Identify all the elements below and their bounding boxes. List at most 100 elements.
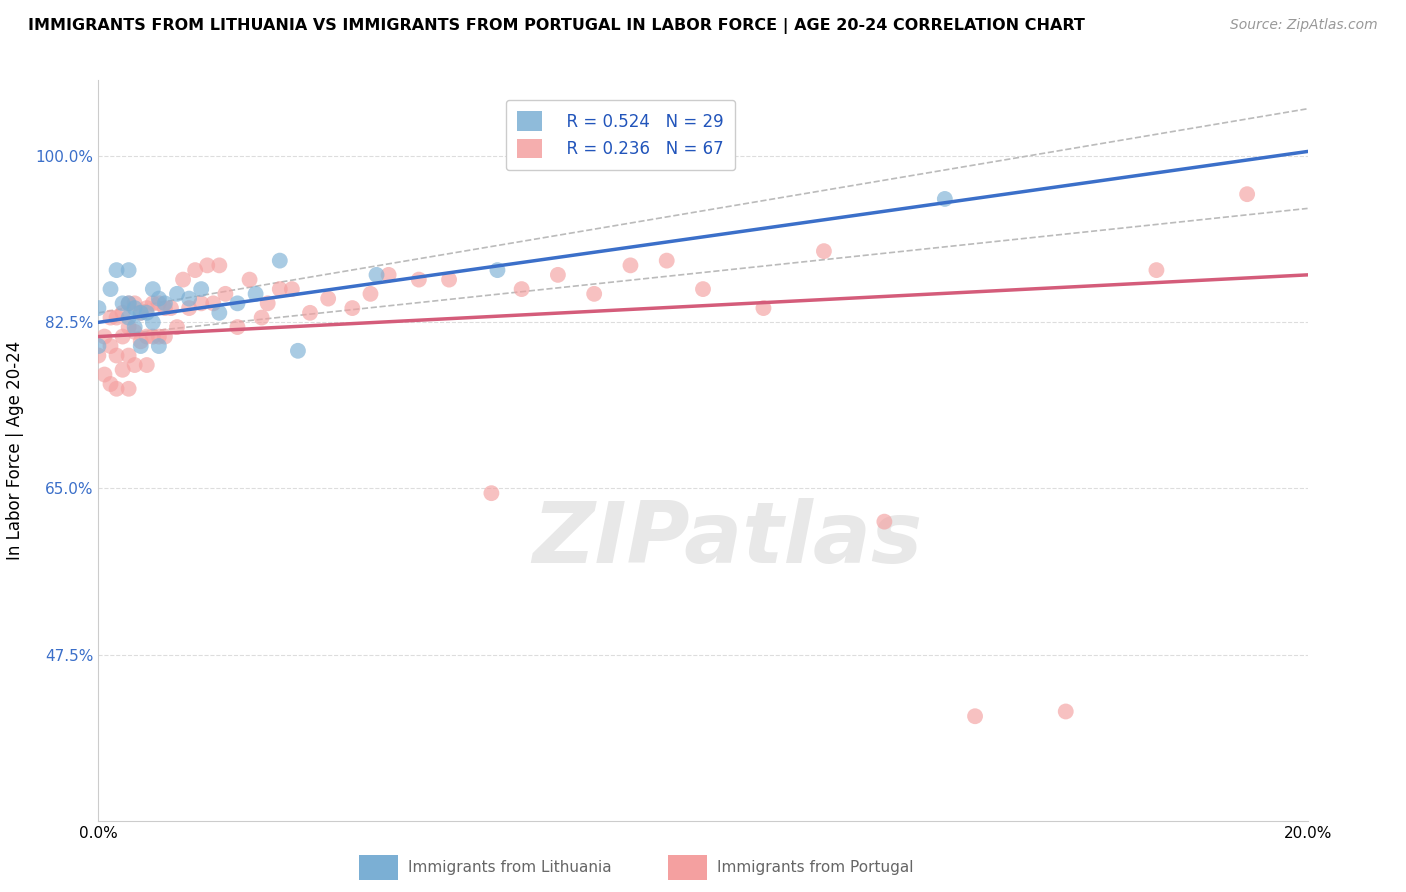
Point (142, 282, 165, 296)
Point (105, 310, 128, 325)
Point (190, 282, 212, 296)
Point (93, 368, 115, 382)
Point (934, 192, 956, 206)
Point (692, 282, 714, 296)
Point (208, 306, 231, 320)
Point (208, 259, 231, 273)
Point (135, 329, 157, 343)
Text: Immigrants from Portugal: Immigrants from Portugal (717, 860, 914, 874)
Point (118, 263, 141, 277)
Point (148, 292, 170, 306)
Point (179, 301, 201, 315)
Point (142, 296, 165, 310)
Point (129, 334, 152, 349)
Point (87, 349, 110, 363)
Point (100, 339, 122, 353)
Point (287, 343, 309, 358)
Point (655, 253, 678, 268)
Point (118, 296, 141, 310)
Point (190, 296, 212, 310)
Point (129, 306, 152, 320)
Point (124, 296, 146, 310)
Point (87, 339, 110, 353)
Point (148, 296, 170, 310)
Text: IMMIGRANTS FROM LITHUANIA VS IMMIGRANTS FROM PORTUGAL IN LABOR FORCE | AGE 20-24: IMMIGRANTS FROM LITHUANIA VS IMMIGRANTS … (28, 18, 1085, 34)
Point (366, 268, 388, 282)
Point (100, 377, 122, 392)
Legend:   R = 0.524   N = 29,   R = 0.236   N = 67: R = 0.524 N = 29, R = 0.236 N = 67 (506, 100, 735, 169)
Point (135, 306, 157, 320)
Point (281, 282, 304, 296)
Point (129, 339, 152, 353)
Point (342, 301, 364, 315)
Point (118, 382, 141, 396)
Point (1144, 263, 1167, 277)
Point (160, 301, 183, 315)
Point (111, 329, 134, 343)
Point (105, 382, 128, 396)
Point (184, 263, 207, 277)
Point (172, 272, 194, 286)
Point (316, 292, 339, 306)
Point (118, 320, 141, 334)
Point (1236, 187, 1258, 202)
Point (1054, 705, 1077, 719)
Text: Source: ZipAtlas.com: Source: ZipAtlas.com (1230, 18, 1378, 32)
Point (100, 310, 122, 325)
Point (118, 349, 141, 363)
Point (269, 282, 291, 296)
Point (153, 329, 176, 343)
Point (619, 259, 641, 273)
Point (129, 306, 152, 320)
Point (153, 296, 176, 310)
Point (105, 349, 128, 363)
Point (135, 358, 157, 372)
Point (437, 272, 460, 286)
Text: Immigrants from Lithuania: Immigrants from Lithuania (408, 860, 612, 874)
Point (118, 296, 141, 310)
Point (202, 296, 225, 310)
Point (195, 259, 218, 273)
Point (135, 301, 157, 315)
Point (124, 325, 146, 339)
Point (873, 515, 896, 529)
Point (166, 320, 188, 334)
Point (100, 282, 122, 296)
Point (813, 244, 835, 259)
Point (250, 310, 273, 325)
Text: ZIPatlas: ZIPatlas (531, 498, 922, 581)
Point (583, 286, 606, 301)
Point (93, 329, 115, 343)
Point (124, 301, 146, 315)
Point (360, 286, 382, 301)
Point (111, 363, 134, 377)
Point (269, 253, 291, 268)
Point (111, 296, 134, 310)
Point (214, 286, 236, 301)
Point (965, 709, 987, 723)
Point (481, 486, 503, 500)
Point (486, 263, 509, 277)
Point (256, 296, 278, 310)
Point (142, 329, 165, 343)
Y-axis label: In Labor Force | Age 20-24: In Labor Force | Age 20-24 (7, 341, 24, 560)
Point (179, 292, 201, 306)
Point (166, 286, 188, 301)
Point (124, 320, 146, 334)
Point (752, 301, 775, 315)
Point (105, 263, 128, 277)
Point (239, 272, 262, 286)
Point (148, 339, 170, 353)
Point (148, 329, 170, 343)
Point (118, 310, 141, 325)
Point (377, 268, 399, 282)
Point (408, 272, 430, 286)
Point (510, 282, 533, 296)
Point (142, 315, 165, 329)
Point (111, 306, 134, 320)
Point (124, 358, 146, 372)
Point (226, 296, 249, 310)
Point (245, 286, 267, 301)
Point (87, 301, 110, 315)
Point (226, 320, 249, 334)
